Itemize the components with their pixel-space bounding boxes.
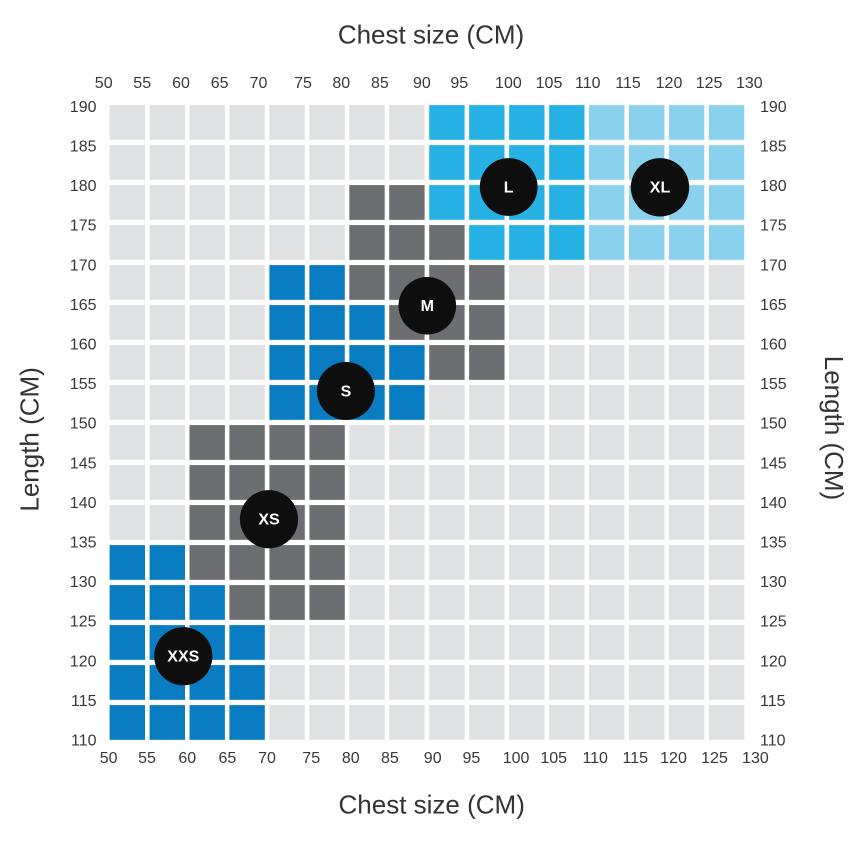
svg-text:120: 120 xyxy=(656,75,683,92)
svg-text:130: 130 xyxy=(70,574,97,591)
svg-text:140: 140 xyxy=(70,495,97,512)
svg-text:105: 105 xyxy=(540,750,567,767)
svg-text:190: 190 xyxy=(760,99,787,116)
svg-text:130: 130 xyxy=(736,75,763,92)
svg-text:120: 120 xyxy=(70,653,97,670)
svg-text:95: 95 xyxy=(450,75,468,92)
svg-text:XXS: XXS xyxy=(167,649,199,666)
svg-text:S: S xyxy=(341,383,352,400)
svg-text:75: 75 xyxy=(302,750,320,767)
svg-text:120: 120 xyxy=(760,653,787,670)
svg-text:170: 170 xyxy=(760,257,787,274)
svg-text:130: 130 xyxy=(760,574,787,591)
svg-text:125: 125 xyxy=(701,750,728,767)
svg-text:125: 125 xyxy=(760,614,787,631)
svg-text:85: 85 xyxy=(381,750,399,767)
svg-text:115: 115 xyxy=(615,75,641,92)
svg-text:135: 135 xyxy=(760,535,787,552)
svg-text:150: 150 xyxy=(70,416,97,433)
svg-text:Length (CM): Length (CM) xyxy=(14,367,44,512)
svg-text:50: 50 xyxy=(100,750,118,767)
svg-text:50: 50 xyxy=(95,75,113,92)
svg-text:160: 160 xyxy=(760,337,787,354)
svg-text:60: 60 xyxy=(178,750,196,767)
svg-text:150: 150 xyxy=(760,416,787,433)
svg-text:115: 115 xyxy=(760,693,786,710)
svg-text:155: 155 xyxy=(760,376,787,393)
svg-text:165: 165 xyxy=(70,297,97,314)
svg-text:170: 170 xyxy=(70,257,97,274)
svg-text:L: L xyxy=(504,179,514,196)
svg-text:125: 125 xyxy=(696,75,723,92)
svg-text:145: 145 xyxy=(760,455,787,472)
svg-text:185: 185 xyxy=(70,139,97,156)
svg-text:175: 175 xyxy=(760,218,787,235)
svg-text:180: 180 xyxy=(760,178,787,195)
svg-text:85: 85 xyxy=(371,75,389,92)
svg-text:100: 100 xyxy=(503,750,530,767)
svg-text:M: M xyxy=(421,298,434,315)
svg-text:65: 65 xyxy=(219,750,237,767)
svg-text:80: 80 xyxy=(332,75,350,92)
svg-text:100: 100 xyxy=(495,75,522,92)
svg-text:175: 175 xyxy=(70,218,97,235)
svg-text:90: 90 xyxy=(413,75,431,92)
svg-text:75: 75 xyxy=(294,75,312,92)
svg-text:55: 55 xyxy=(133,75,151,92)
svg-text:Length (CM): Length (CM) xyxy=(819,356,849,501)
svg-text:65: 65 xyxy=(211,75,229,92)
svg-text:120: 120 xyxy=(660,750,687,767)
svg-text:110: 110 xyxy=(582,750,608,767)
svg-text:Chest size (CM): Chest size (CM) xyxy=(338,20,524,50)
svg-text:165: 165 xyxy=(760,297,787,314)
svg-text:135: 135 xyxy=(70,535,97,552)
svg-text:60: 60 xyxy=(172,75,190,92)
svg-text:130: 130 xyxy=(742,750,769,767)
svg-text:180: 180 xyxy=(70,178,97,195)
svg-text:115: 115 xyxy=(623,750,649,767)
svg-text:190: 190 xyxy=(70,99,97,116)
svg-text:110: 110 xyxy=(760,733,786,750)
svg-text:145: 145 xyxy=(70,455,97,472)
svg-text:Chest size (CM): Chest size (CM) xyxy=(339,790,525,820)
svg-text:70: 70 xyxy=(258,750,276,767)
svg-text:95: 95 xyxy=(463,750,481,767)
svg-text:115: 115 xyxy=(71,693,97,710)
svg-text:XS: XS xyxy=(258,512,280,529)
svg-text:185: 185 xyxy=(760,139,787,156)
svg-text:80: 80 xyxy=(342,750,360,767)
svg-text:155: 155 xyxy=(70,376,97,393)
svg-text:55: 55 xyxy=(138,750,156,767)
svg-text:140: 140 xyxy=(760,495,787,512)
svg-text:70: 70 xyxy=(250,75,268,92)
svg-text:90: 90 xyxy=(424,750,442,767)
svg-text:125: 125 xyxy=(70,614,97,631)
svg-text:110: 110 xyxy=(575,75,601,92)
svg-text:XL: XL xyxy=(650,180,671,197)
svg-text:110: 110 xyxy=(71,733,97,750)
svg-text:105: 105 xyxy=(536,75,563,92)
svg-text:160: 160 xyxy=(70,337,97,354)
